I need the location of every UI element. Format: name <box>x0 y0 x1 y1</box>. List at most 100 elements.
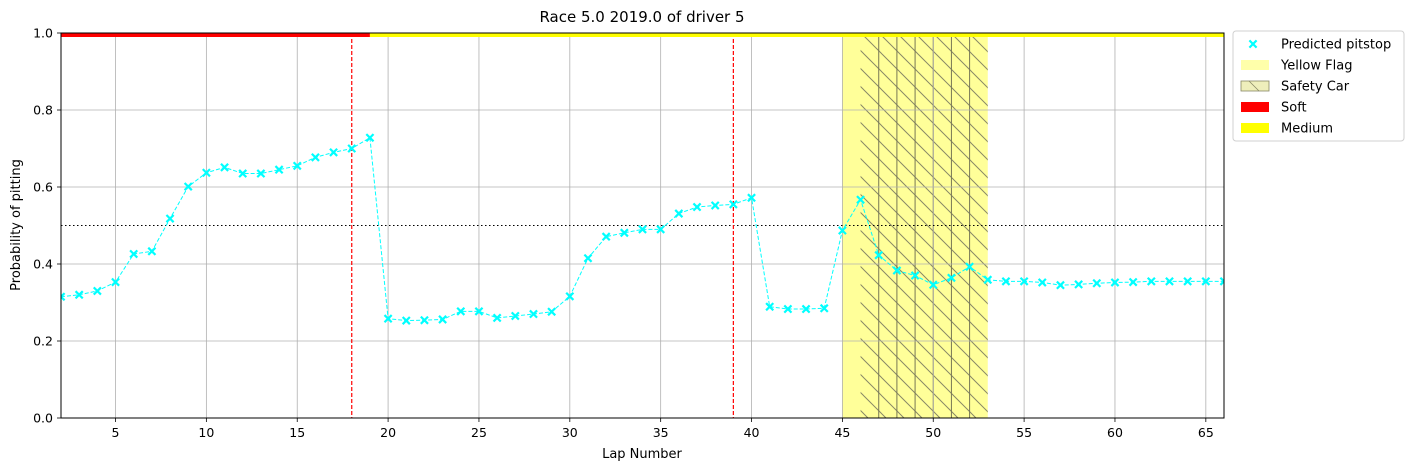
data-point <box>1165 276 1174 286</box>
data-point <box>1074 280 1083 289</box>
data-point <box>311 152 320 162</box>
legend-label: Safety Car <box>1281 80 1350 95</box>
data-point <box>783 304 793 314</box>
data-point <box>874 250 884 260</box>
data-point <box>838 226 847 235</box>
data-point <box>474 306 484 316</box>
safety-car-span <box>860 33 988 418</box>
y-axis-label: Probability of pitting <box>9 159 24 291</box>
legend-marker-icon <box>1248 39 1258 49</box>
data-point <box>710 201 720 210</box>
data-point <box>747 193 756 203</box>
data-point <box>438 315 447 324</box>
data-point <box>674 209 684 218</box>
data-point <box>347 144 357 153</box>
data-point <box>456 306 466 316</box>
data-point <box>183 182 193 191</box>
data-point <box>1019 276 1029 286</box>
data-point <box>201 168 211 178</box>
data-point <box>383 314 393 324</box>
data-point <box>928 280 938 290</box>
data-point <box>111 277 120 287</box>
data-point <box>1183 276 1193 286</box>
data-point <box>238 169 248 178</box>
x-tick-label: 10 <box>198 425 214 440</box>
legend: Predicted pitstop Yellow Flag Safety Car So… <box>1232 30 1405 142</box>
tyre-bar-soft <box>61 33 370 37</box>
data-point <box>420 315 429 325</box>
data-point <box>492 313 502 323</box>
x-tick-label: 60 <box>1107 425 1123 440</box>
data-point <box>601 232 611 242</box>
chart-title: Race 5.0 2019.0 of driver 5 <box>539 8 744 26</box>
data-point <box>529 309 538 319</box>
data-point <box>510 311 520 321</box>
data-point <box>583 253 593 263</box>
x-tick-label: 25 <box>471 425 487 440</box>
legend-swatch <box>1241 102 1269 112</box>
data-point <box>274 165 284 175</box>
data-point <box>292 161 302 171</box>
data-point <box>1201 276 1211 286</box>
y-tick-label: 0.0 <box>33 411 53 426</box>
y-tick-label: 0.2 <box>33 334 53 349</box>
y-tick-label: 0.6 <box>33 180 53 195</box>
data-point <box>401 316 411 325</box>
data-point <box>856 195 865 205</box>
x-tick-label: 55 <box>1016 425 1032 440</box>
data-point <box>728 199 738 209</box>
data-point <box>1128 277 1138 287</box>
data-point <box>983 275 993 285</box>
x-tick-label: 20 <box>380 425 396 440</box>
data-point <box>1001 276 1011 286</box>
tyre-bar-medium <box>369 33 1224 37</box>
x-tick-label: 45 <box>834 425 850 440</box>
data-point <box>947 273 956 283</box>
data-point <box>965 262 974 272</box>
data-point <box>1219 276 1224 286</box>
data-point <box>365 133 375 143</box>
data-point <box>1092 278 1102 288</box>
data-point <box>165 214 175 223</box>
data-point <box>1146 276 1156 286</box>
data-point <box>1037 278 1047 287</box>
data-point <box>819 303 829 313</box>
data-point <box>765 302 775 312</box>
data-point <box>1056 280 1065 290</box>
data-point <box>892 266 902 275</box>
data-point <box>638 224 647 234</box>
legend-label: Medium <box>1281 122 1333 137</box>
data-point <box>61 292 66 302</box>
legend-hatch-line <box>1248 80 1260 92</box>
data-point <box>220 162 229 172</box>
x-tick-label: 5 <box>112 425 120 440</box>
x-tick-label: 40 <box>744 425 760 440</box>
data-point <box>1110 278 1120 287</box>
x-tick-label: 35 <box>653 425 669 440</box>
plot-frame <box>60 32 1225 419</box>
data-point <box>329 147 338 157</box>
legend-swatch <box>1241 123 1269 133</box>
data-point <box>910 271 920 280</box>
data-point <box>565 291 575 301</box>
y-tick-label: 1.0 <box>33 26 53 41</box>
x-axis-label: Lap Number <box>602 447 682 462</box>
data-point <box>256 169 266 178</box>
legend-box <box>1232 30 1405 142</box>
legend-swatch <box>1241 60 1269 70</box>
legend-label: Predicted pitstop <box>1281 38 1391 53</box>
data-point <box>147 246 157 256</box>
data-point <box>92 286 102 296</box>
data-point <box>129 249 139 259</box>
data-point <box>656 224 666 234</box>
x-tick-label: 50 <box>925 425 941 440</box>
legend-hatch-swatch <box>1240 80 1270 92</box>
legend-label: Soft <box>1281 101 1307 116</box>
data-point <box>692 202 702 212</box>
data-point <box>619 228 629 238</box>
x-tick-label: 30 <box>562 425 578 440</box>
y-tick-label: 0.8 <box>33 103 53 118</box>
legend-label: Yellow Flag <box>1280 59 1352 74</box>
data-point <box>801 304 811 314</box>
